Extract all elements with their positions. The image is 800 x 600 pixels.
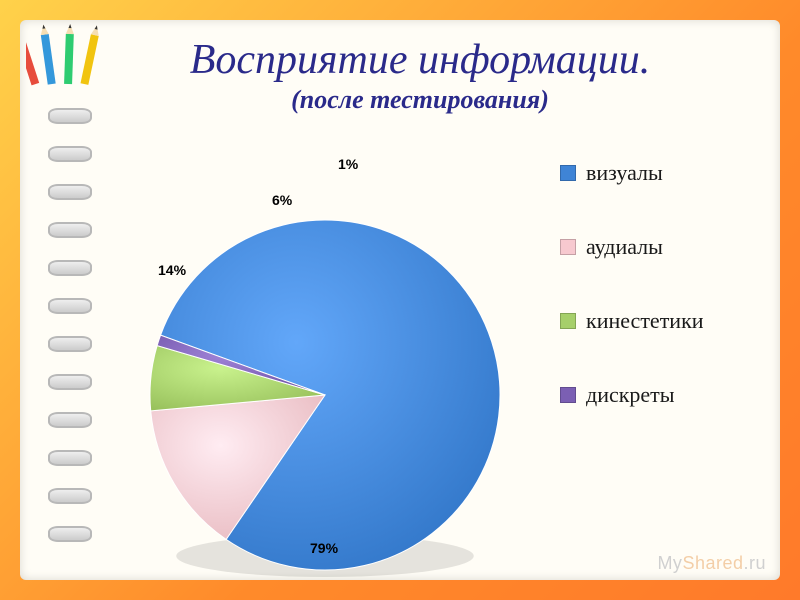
pie-svg [110,140,570,600]
binding-ring [48,336,92,352]
legend-label: аудиалы [586,234,663,260]
binding-ring [48,260,92,276]
legend-swatch [560,313,576,329]
legend-swatch [560,165,576,181]
binding-ring [48,374,92,390]
legend-label: визуалы [586,160,663,186]
binding-ring [48,412,92,428]
legend-label: дискреты [586,382,675,408]
legend-label: кинестетики [586,308,704,334]
binding-ring [48,184,92,200]
subtitle-text: (после тестирования) [80,86,760,113]
legend-item: кинестетики [560,308,750,334]
data-label: 79% [310,540,338,556]
legend-swatch [560,387,576,403]
legend-swatch [560,239,576,255]
title-text: Восприятие информации. [190,37,651,83]
slide-title: Восприятие информации. (после тестирован… [80,38,760,113]
pie-chart: 79% 14% 6% 1% визуалы аудиалы кинестетики диск… [110,140,760,560]
binding-ring [48,488,92,504]
data-label: 6% [272,192,292,208]
slide: Восприятие информации. (после тестирован… [0,0,800,600]
data-label: 1% [338,156,358,172]
spiral-binding [48,108,96,550]
binding-ring [48,298,92,314]
legend: визуалы аудиалы кинестетики дискреты [560,160,750,456]
legend-item: аудиалы [560,234,750,260]
data-label: 14% [158,262,186,278]
binding-ring [48,222,92,238]
legend-item: дискреты [560,382,750,408]
legend-item: визуалы [560,160,750,186]
binding-ring [48,450,92,466]
binding-ring [48,146,92,162]
binding-ring [48,526,92,542]
slide-inner: Восприятие информации. (после тестирован… [20,20,780,580]
